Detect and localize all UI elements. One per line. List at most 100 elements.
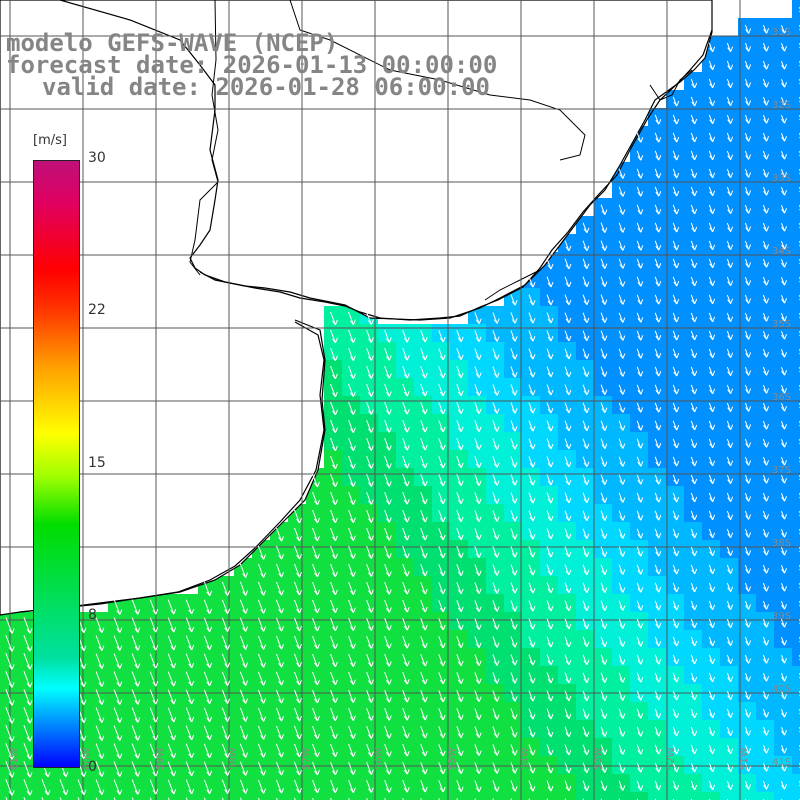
wind-cell [594,720,612,738]
wind-cell [594,378,612,396]
wind-arrow [708,438,716,449]
wind-arrow [744,726,752,736]
wind-arrow [780,366,788,376]
wind-cell [648,198,666,216]
wind-cell [144,594,162,612]
wind-cell [162,738,180,756]
wind-cell [270,720,288,738]
wind-arrow [546,510,554,522]
lat-label: 39S [772,611,791,622]
wind-cell [612,558,630,576]
wind-arrow [221,761,231,776]
wind-arrow [402,492,410,505]
wind-cell [684,324,702,342]
wind-cell [648,504,666,522]
wind-cell [252,648,270,666]
wind-cell [126,738,144,756]
wind-arrow [366,365,374,379]
wind-arrow [744,402,752,412]
wind-arrow [672,708,680,719]
wind-cell [234,792,252,800]
wind-cell [630,252,648,270]
wind-cell [756,468,774,486]
wind-arrow [636,726,644,737]
wind-cell [702,198,720,216]
wind-cell [738,360,756,378]
wind-cell [594,414,612,432]
wind-arrow [654,618,662,629]
wind-cell [666,648,684,666]
wind-cell [378,792,396,800]
wind-arrow [636,618,644,629]
wind-cell [738,252,756,270]
wind-arrow [420,366,428,379]
wind-arrow [672,564,680,575]
wind-cell [666,612,684,630]
wind-cell [774,702,792,720]
wind-cell [234,774,252,792]
wind-arrow [438,744,446,757]
wind-arrow [654,312,662,323]
wind-arrow [348,401,356,415]
wind-arrow [348,527,356,541]
wind-cell [720,648,738,666]
wind-arrow [600,204,608,215]
wind-cell [486,414,504,432]
wind-cell [594,666,612,684]
wind-arrow [510,654,518,666]
wind-arrow [582,600,590,612]
wind-arrow [294,761,302,776]
wind-arrow [149,779,159,795]
wind-cell [648,252,666,270]
wind-arrow [582,456,590,468]
wind-arrow [312,689,320,704]
wind-cell [612,288,630,306]
wind-cell [486,594,504,612]
wind-cell [324,666,342,684]
wind-arrow [492,348,500,360]
wind-cell [666,450,684,468]
wind-arrow [600,492,608,503]
wind-cell [576,594,594,612]
wind-cell [612,216,630,234]
wind-arrow [203,743,213,759]
wind-arrow [726,528,734,538]
wind-cell [468,360,486,378]
wind-cell [612,666,630,684]
wind-arrow [780,420,788,430]
wind-arrow [744,204,752,214]
wind-arrow [492,438,500,450]
wind-arrow [492,762,500,774]
wind-arrow [510,492,518,504]
forecast-date: forecast date: 2026-01-13 00:00:00 [6,51,498,79]
wind-cell [594,288,612,306]
wind-arrow [726,402,734,412]
wind-arrow [582,402,590,414]
wind-cell [612,306,630,324]
wind-cell [630,594,648,612]
wind-cell [306,576,324,594]
wind-cell [360,612,378,630]
wind-arrow [690,600,698,611]
wind-arrow [744,168,752,178]
wind-cell [594,486,612,504]
wind-cell [90,756,108,774]
wind-cell [252,594,270,612]
wind-arrow [546,726,554,738]
wind-arrow [420,708,428,721]
wind-cell [630,792,648,800]
wind-arrow [402,546,410,559]
wind-arrow [762,366,770,376]
wind-cell [666,630,684,648]
wind-arrow [762,42,770,52]
wind-cell [774,720,792,738]
wind-cell [558,522,576,540]
wind-cell [738,468,756,486]
wind-arrow [636,204,644,215]
wind-arrow [474,330,482,342]
wind-cell [666,558,684,576]
wind-cell [648,378,666,396]
wind-arrow [636,420,644,431]
wind-arrow [510,330,518,342]
wind-cell [630,630,648,648]
